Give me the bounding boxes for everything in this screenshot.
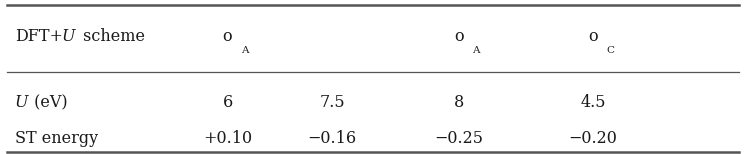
Text: −0.25: −0.25	[434, 130, 483, 147]
Text: o: o	[589, 28, 598, 45]
Text: A: A	[241, 46, 248, 55]
Text: 8: 8	[454, 94, 464, 111]
Text: o: o	[454, 28, 463, 45]
Text: −0.16: −0.16	[307, 130, 357, 147]
Text: 4.5: 4.5	[580, 94, 606, 111]
Text: (eV): (eV)	[29, 94, 68, 111]
Text: scheme: scheme	[78, 28, 145, 45]
Text: o: o	[223, 28, 232, 45]
Text: 7.5: 7.5	[319, 94, 345, 111]
Text: A: A	[472, 46, 480, 55]
Text: C: C	[606, 46, 615, 55]
Text: +0.10: +0.10	[203, 130, 252, 147]
Text: ST energy: ST energy	[15, 130, 98, 147]
Text: DFT+: DFT+	[15, 28, 63, 45]
Text: 6: 6	[222, 94, 233, 111]
Text: U: U	[15, 94, 28, 111]
Text: −0.20: −0.20	[568, 130, 618, 147]
Text: U: U	[62, 28, 75, 45]
